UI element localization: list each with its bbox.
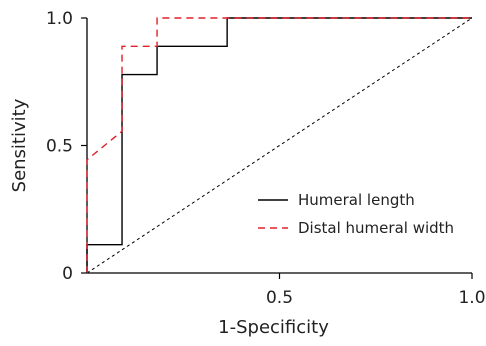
y-axis-label: Sensitivity [9, 98, 30, 192]
y-tick-label: 0.5 [46, 137, 73, 157]
legend-label: Humeral length [298, 191, 415, 209]
y-tick-label: 1.0 [46, 9, 73, 29]
legend: Humeral length Distal humeral width [258, 191, 454, 237]
series-line-humeral-length [86, 17, 472, 273]
y-tick-label: 0 [62, 264, 73, 284]
tick-labels: 0 0.5 1.0 0.5 1.0 [46, 9, 486, 308]
reference-diagonal-line [86, 17, 473, 274]
reference-line-layer [86, 17, 473, 274]
series-line-distal-humeral-width [86, 17, 472, 273]
legend-label: Distal humeral width [298, 219, 454, 237]
series-layer [86, 17, 472, 273]
x-axis-label: 1-Specificity [218, 317, 329, 338]
x-tick-label: 0.5 [266, 288, 293, 308]
x-tick-label: 1.0 [458, 288, 485, 308]
